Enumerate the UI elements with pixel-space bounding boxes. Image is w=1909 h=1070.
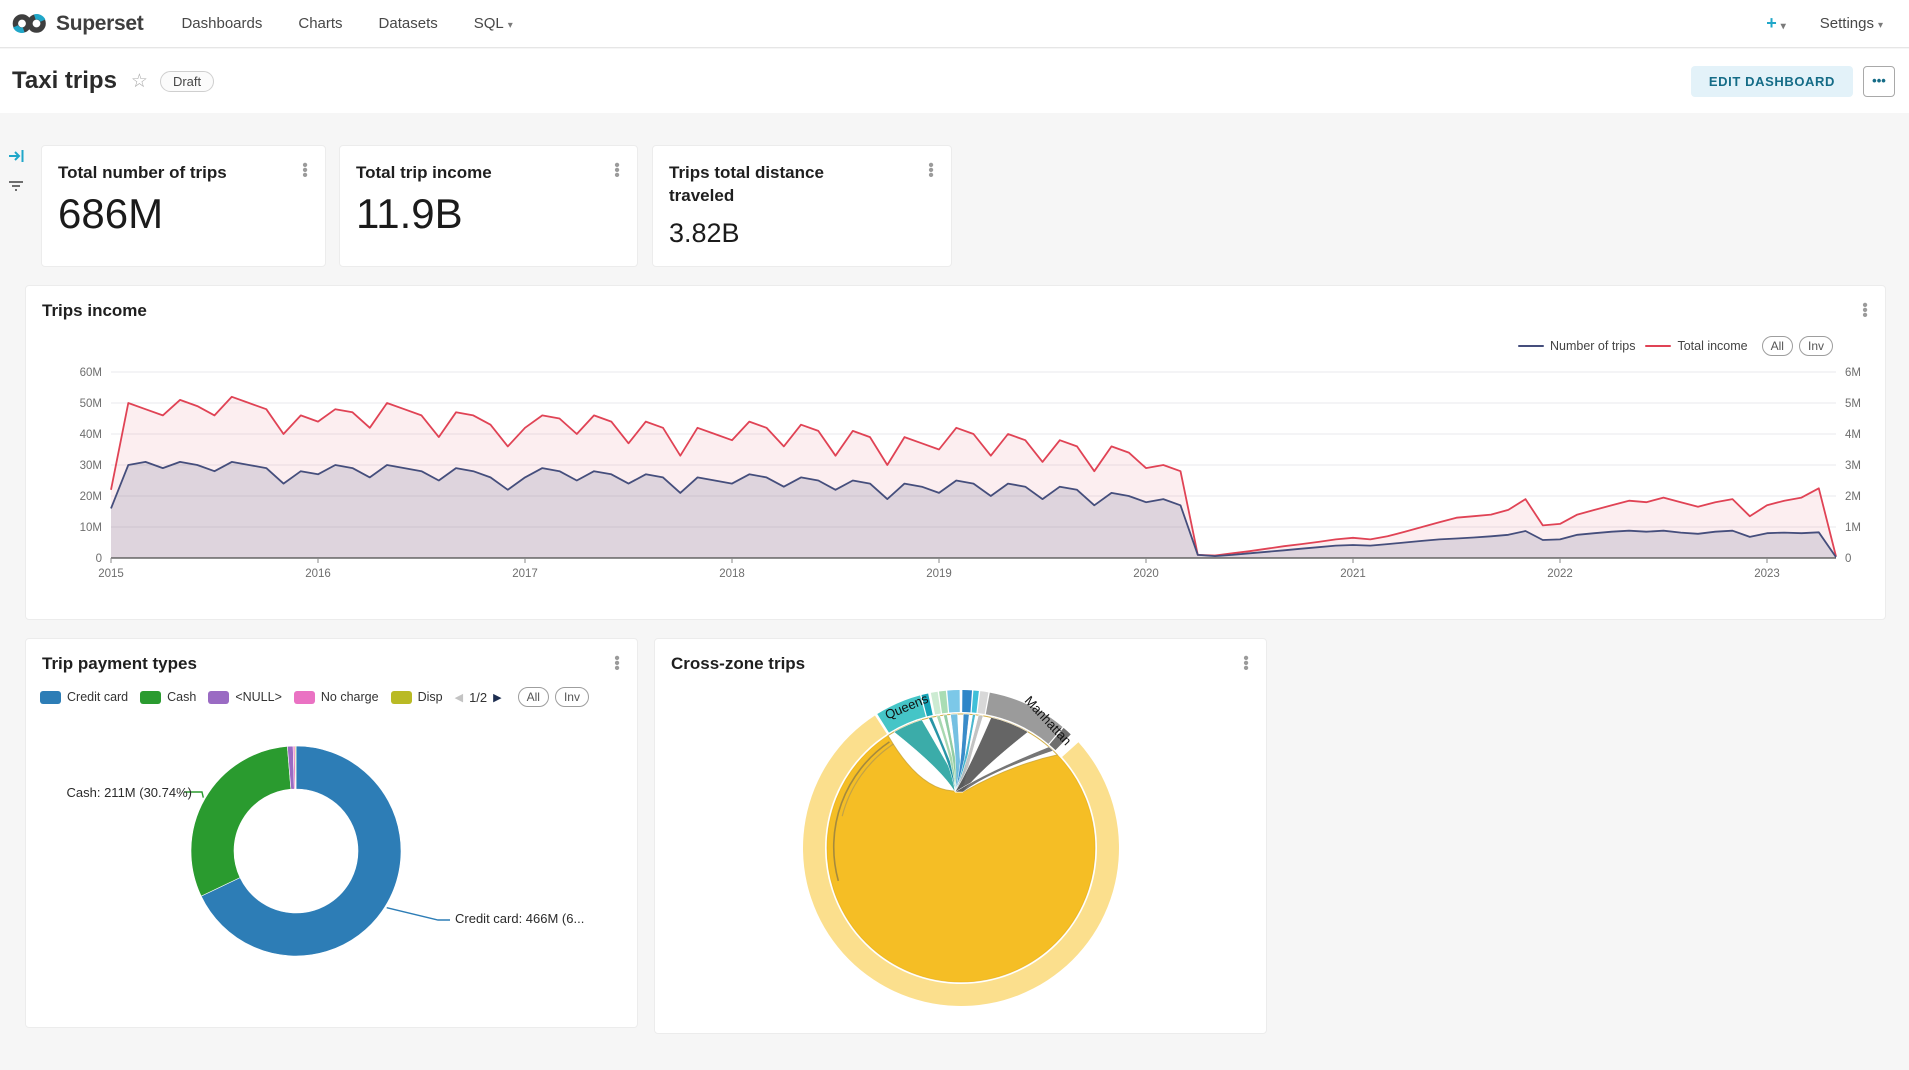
- legend-line-swatch: [1518, 345, 1544, 347]
- svg-text:2020: 2020: [1133, 568, 1159, 580]
- legend-swatch: [40, 690, 61, 704]
- svg-text:20M: 20M: [80, 491, 102, 503]
- chart-options-icon[interactable]: • • •: [928, 157, 934, 184]
- kpi-value: 11.9B: [356, 190, 463, 237]
- nav-menu: Dashboards Charts Datasets SQL ▾: [181, 15, 512, 32]
- svg-text:2017: 2017: [512, 568, 538, 580]
- settings-menu[interactable]: Settings ▾: [1819, 15, 1883, 32]
- kpi-value: 686M: [58, 190, 164, 237]
- svg-text:40M: 40M: [80, 429, 102, 441]
- svg-text:0: 0: [96, 553, 102, 565]
- legend-swatch: [140, 690, 162, 704]
- chart-options-icon[interactable]: • • •: [614, 650, 620, 677]
- draft-badge: Draft: [159, 70, 215, 92]
- kpi-title: Total number of trips: [58, 163, 227, 182]
- chevron-down-icon: ▾: [507, 20, 513, 31]
- kpi-card-total-distance: Trips total distance traveled • • • 3.82B: [652, 145, 952, 267]
- chart-title: Cross-zone trips: [671, 654, 806, 673]
- superset-logo[interactable]: Superset: [12, 11, 144, 36]
- chevron-down-icon: ▾: [1877, 20, 1883, 31]
- chevron-down-icon: ▾: [1780, 21, 1786, 32]
- donut-label-credit-card: Credit card: 466M (6...: [455, 911, 585, 926]
- payment-donut-chart[interactable]: [26, 709, 639, 1027]
- cross-zone-trips-card: Cross-zone trips • • • Queens Manhattan: [654, 638, 1267, 1034]
- trips-income-chart[interactable]: 60M 6M 50M 5M 40M 4M 30M 3M 20M 2M 10M 1M 0 0 2015 2016…: [26, 356, 1885, 596]
- kpi-title: Total trip income: [356, 163, 492, 182]
- svg-text:0: 0: [1845, 553, 1851, 565]
- legend-inv-button[interactable]: Inv: [554, 687, 589, 707]
- expand-filter-bar-icon[interactable]: [8, 148, 26, 169]
- legend-item-total-income[interactable]: Total income: [1645, 339, 1748, 353]
- legend-all-button[interactable]: All: [517, 687, 549, 707]
- legend-item-null[interactable]: <NULL>: [208, 690, 282, 704]
- favorite-star-icon[interactable]: ☆: [130, 70, 148, 92]
- chart-title: Trip payment types: [42, 654, 197, 673]
- filter-icon: [7, 178, 25, 199]
- trip-payment-types-card: Trip payment types • • • Credit card Cash …: [25, 638, 638, 1028]
- legend-swatch: [208, 690, 230, 704]
- legend-item-cash[interactable]: Cash: [140, 690, 196, 704]
- pager-next-icon[interactable]: ▶: [493, 691, 502, 704]
- nav-item-dashboards[interactable]: Dashboards: [181, 15, 263, 32]
- new-item-button[interactable]: + ▾: [1766, 13, 1786, 33]
- cross-zone-chord-chart[interactable]: Queens Manhattan: [655, 679, 1268, 1033]
- legend-item-no-charge[interactable]: No charge: [293, 690, 379, 704]
- svg-text:30M: 30M: [80, 460, 102, 472]
- top-nav: Superset Dashboards Charts Datasets SQL ▾…: [0, 0, 1909, 48]
- header-actions: EDIT DASHBOARD •••: [1690, 65, 1895, 97]
- legend-line-swatch: [1645, 345, 1672, 347]
- svg-text:2019: 2019: [926, 568, 952, 580]
- chart-options-icon[interactable]: • • •: [1862, 297, 1868, 324]
- superset-logo-icon: [12, 14, 46, 33]
- svg-text:2021: 2021: [1340, 568, 1366, 580]
- svg-text:2023: 2023: [1754, 568, 1780, 580]
- payment-legend: Credit card Cash <NULL> No charge Disp ◀…: [40, 687, 625, 707]
- svg-text:1M: 1M: [1845, 522, 1861, 534]
- legend-pager: ◀ 1/2 ▶: [455, 690, 502, 705]
- nav-item-charts[interactable]: Charts: [298, 15, 343, 32]
- kpi-card-trip-income: Total trip income • • • 11.9B: [339, 145, 638, 267]
- legend-item-number-of-trips[interactable]: Number of trips: [1518, 339, 1635, 353]
- edit-dashboard-button[interactable]: EDIT DASHBOARD: [1690, 65, 1853, 97]
- brand-name: Superset: [56, 11, 144, 35]
- legend-item-disp[interactable]: Disp: [390, 690, 443, 704]
- svg-text:2M: 2M: [1845, 491, 1861, 503]
- more-options-button[interactable]: •••: [1863, 65, 1895, 97]
- svg-text:50M: 50M: [80, 398, 102, 410]
- svg-text:10M: 10M: [80, 522, 102, 534]
- dashboard-header: Taxi trips ☆ Draft EDIT DASHBOARD •••: [0, 49, 1909, 113]
- trips-income-legend: Number of trips Total income All Inv: [1518, 336, 1833, 356]
- kpi-value: 3.82B: [669, 218, 740, 248]
- svg-text:60M: 60M: [80, 367, 102, 379]
- nav-item-datasets[interactable]: Datasets: [378, 15, 438, 32]
- pager-page-label: 1/2: [469, 689, 488, 705]
- nav-item-sql[interactable]: SQL ▾: [473, 15, 513, 32]
- kpi-card-total-trips: Total number of trips • • • 686M: [41, 145, 326, 267]
- kpi-title: Trips total distance traveled: [669, 163, 824, 205]
- svg-text:2015: 2015: [98, 568, 124, 580]
- chart-options-icon[interactable]: • • •: [1243, 650, 1249, 677]
- svg-text:2018: 2018: [719, 568, 745, 580]
- legend-swatch: [390, 690, 412, 704]
- legend-inv-button[interactable]: Inv: [1798, 336, 1833, 356]
- chart-title: Trips income: [42, 301, 147, 320]
- svg-text:5M: 5M: [1845, 398, 1861, 410]
- svg-text:4M: 4M: [1845, 429, 1861, 441]
- chart-options-icon[interactable]: • • •: [614, 157, 620, 184]
- svg-text:2016: 2016: [305, 568, 331, 580]
- svg-text:2022: 2022: [1547, 568, 1573, 580]
- legend-all-button[interactable]: All: [1761, 336, 1793, 356]
- trips-income-card: Trips income • • • Number of trips Total i…: [25, 285, 1886, 620]
- svg-text:3M: 3M: [1845, 460, 1861, 472]
- svg-text:6M: 6M: [1845, 367, 1861, 379]
- legend-item-credit-card[interactable]: Credit card: [40, 690, 128, 704]
- donut-label-cash: Cash: 211M (30.74%): [66, 785, 193, 800]
- page-title: Taxi trips: [12, 67, 117, 94]
- chart-options-icon[interactable]: • • •: [302, 157, 308, 184]
- nav-right: + ▾ Settings ▾: [1766, 13, 1883, 34]
- pager-prev-icon[interactable]: ◀: [454, 691, 464, 704]
- legend-swatch: [293, 690, 315, 704]
